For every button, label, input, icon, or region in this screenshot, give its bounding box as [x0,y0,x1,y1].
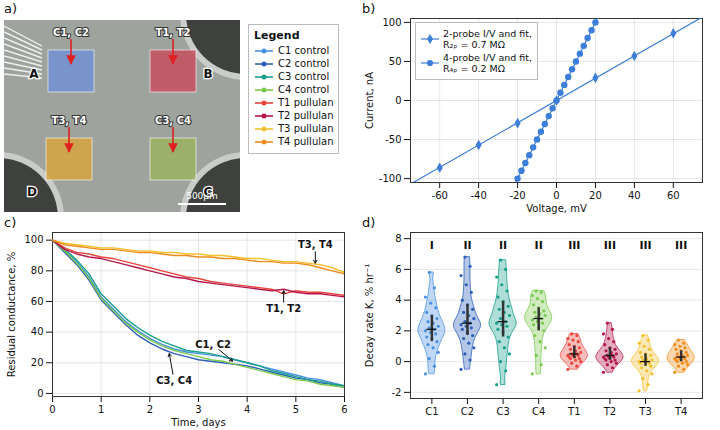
svg-text:II: II [463,239,471,252]
svg-text:40: 40 [31,326,44,337]
html-text:T2 pullulan: T2 pullulan [278,110,334,121]
svg-text:T1, T2: T1, T2 [266,303,301,314]
svg-text:0: 0 [37,388,43,399]
svg-text:6: 6 [341,404,347,415]
html-text:T3 pullulan: T3 pullulan [278,123,334,134]
html-text:T4 pullulan: T4 pullulan [278,136,334,147]
svg-text:C2: C2 [461,406,474,417]
html-text:C4 control: C4 control [278,84,330,95]
html-text:d): d) [362,215,376,230]
svg-text:Time, days: Time, days [170,417,225,428]
svg-text:A: A [29,67,39,81]
svg-text:T3, T4: T3, T4 [298,239,333,250]
svg-text:8: 8 [395,233,401,244]
html-text:C2 control: C2 control [278,58,330,69]
svg-text:5: 5 [293,404,299,415]
svg-text:80: 80 [31,265,44,276]
svg-text:D: D [27,185,37,199]
svg-text:T1: T1 [567,406,580,417]
svg-text:Voltage, mV: Voltage, mV [526,203,587,214]
svg-text:C4: C4 [532,406,545,417]
svg-text:0: 0 [553,190,559,201]
svg-text:III: III [568,239,580,252]
svg-text:0: 0 [49,404,55,415]
svg-text:-50: -50 [385,134,401,145]
svg-text:C3: C3 [496,406,509,417]
svg-text:I: I [430,239,434,252]
html-text:Legend: Legend [254,29,300,42]
svg-text:T2: T2 [603,406,616,417]
svg-text:-40: -40 [470,190,486,201]
svg-text:C1: C1 [425,406,438,417]
svg-text:-20: -20 [509,190,525,201]
html-text:T1 pullulan: T1 pullulan [278,97,334,108]
svg-text:Decay rate K, % hr⁻¹: Decay rate K, % hr⁻¹ [364,264,375,367]
svg-text:60: 60 [667,190,680,201]
svg-text:T4: T4 [674,406,687,417]
svg-text:-100: -100 [379,173,402,184]
svg-text:4: 4 [244,404,250,415]
svg-text:Current, nA: Current, nA [364,72,375,129]
svg-text:III: III [639,239,651,252]
svg-text:C3, C4: C3, C4 [155,115,191,126]
html-text:4-probe I/V and fit, R₄ₚ = 0.2: 4-probe I/V and fit, R₄ₚ = 0.2 MΩ [443,52,533,74]
svg-text:T3, T4: T3, T4 [52,115,87,126]
svg-text:500μm: 500μm [186,191,218,201]
svg-text:2: 2 [395,325,401,336]
svg-text:1: 1 [98,404,104,415]
svg-text:6: 6 [395,264,401,275]
svg-text:-2: -2 [392,387,402,398]
svg-text:100: 100 [382,17,401,28]
svg-text:2: 2 [147,404,153,415]
svg-text:100: 100 [24,234,43,245]
svg-text:II: II [499,239,507,252]
svg-text:4: 4 [395,294,401,305]
html-text:C3 control: C3 control [278,71,330,82]
svg-text:B: B [203,67,212,81]
svg-text:T1, T2: T1, T2 [156,27,191,38]
html-text:c): c) [4,215,17,230]
svg-text:III: III [675,239,687,252]
svg-text:3: 3 [195,404,201,415]
html-text:2-probe I/V and fit, R₂ₚ = 0.7: 2-probe I/V and fit, R₂ₚ = 0.7 MΩ [443,28,533,50]
svg-text:60: 60 [31,296,44,307]
html-text:b): b) [362,1,376,16]
svg-text:20: 20 [589,190,602,201]
svg-text:C1, C2: C1, C2 [195,339,231,350]
svg-text:C1, C2: C1, C2 [53,27,89,38]
svg-text:Residual conductance, %: Residual conductance, % [6,252,17,377]
svg-text:T3: T3 [638,406,651,417]
svg-text:II: II [535,239,543,252]
svg-text:-60: -60 [432,190,448,201]
svg-text:C3, C4: C3, C4 [156,375,192,386]
svg-text:50: 50 [389,56,402,67]
html-text:a): a) [4,1,17,16]
svg-text:0: 0 [395,356,401,367]
svg-text:0: 0 [395,95,401,106]
svg-text:40: 40 [628,190,641,201]
svg-text:III: III [604,239,616,252]
svg-text:20: 20 [31,357,44,368]
html-text:C1 control: C1 control [278,45,330,56]
